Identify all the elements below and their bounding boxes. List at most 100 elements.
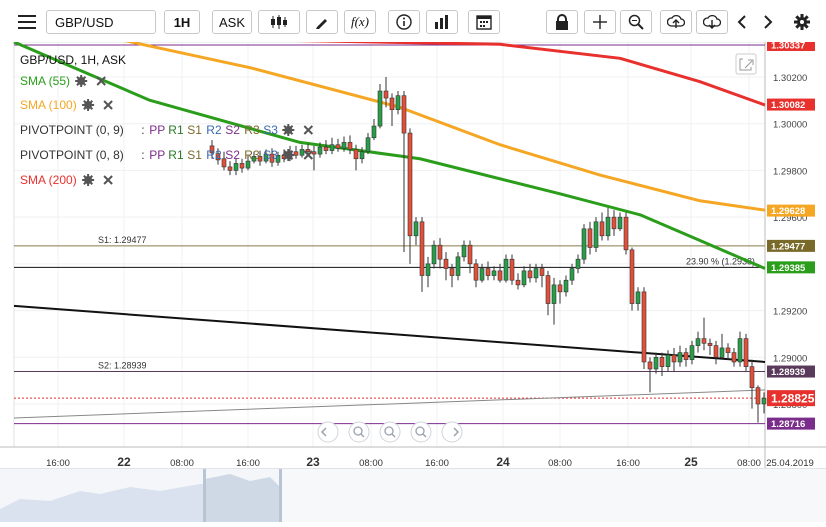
candle-body — [227, 166, 233, 171]
legend-level: R1 — [168, 123, 184, 137]
expand-button[interactable] — [735, 53, 757, 75]
legend-settings-icon — [282, 149, 295, 161]
scroll-right-button[interactable] — [756, 10, 780, 34]
navigator-right-handle[interactable] — [279, 469, 282, 522]
navigator-left-handle[interactable] — [203, 469, 206, 522]
legend-level: S1 — [187, 148, 202, 162]
candle-body — [737, 338, 743, 363]
candle-body — [503, 258, 509, 281]
upload-button[interactable] — [660, 10, 692, 34]
legend-separator: : — [141, 123, 144, 137]
candle-body — [461, 244, 467, 258]
candle-body — [701, 338, 707, 344]
menu-button[interactable] — [12, 10, 42, 34]
candle-body — [311, 151, 317, 155]
price-tag: 1.28825 — [771, 392, 815, 406]
candle-body — [575, 258, 581, 269]
gear-icon — [794, 14, 810, 30]
candle-body — [743, 338, 749, 367]
candle-body — [383, 90, 389, 99]
price-type-button[interactable]: ASK — [212, 10, 252, 34]
candle-body — [329, 144, 335, 151]
time-tick: 16:00 — [616, 458, 640, 468]
candle-body — [683, 352, 689, 360]
candle-body — [707, 342, 713, 346]
series-line — [13, 389, 766, 419]
candle-body — [527, 270, 533, 279]
series-line — [296, 42, 766, 107]
candle-body — [755, 387, 761, 405]
candle-body — [695, 338, 701, 346]
pencil-icon — [316, 19, 327, 29]
legend-indicator-label: SMA (100) — [20, 98, 77, 112]
price-tags: 1.30337 1.30082 1.29628 1.29477 1.29385 1.289… — [767, 42, 815, 430]
price-tick: 1.29200 — [773, 307, 807, 318]
candle-body — [569, 268, 575, 281]
download-button[interactable] — [696, 10, 728, 34]
time-tick: 25 — [684, 455, 698, 468]
info-button[interactable] — [388, 10, 420, 34]
settings-button[interactable] — [788, 10, 816, 34]
legend-level: S3 — [263, 123, 278, 137]
candle-body — [593, 221, 599, 248]
price-chart[interactable]: S1: 1.29477 S2: 1.28939 23.90 % (1.2938) 1… — [0, 42, 826, 468]
zoom-out-icon — [348, 421, 370, 443]
zoom-back-icon — [317, 421, 339, 443]
zoom-forward-icon — [441, 421, 463, 443]
legend-level: S3 — [263, 148, 278, 162]
navigator[interactable] — [0, 468, 826, 522]
candle-body — [251, 156, 257, 162]
candle-body — [653, 356, 659, 370]
legend-level: S2 — [225, 123, 240, 137]
legend-level: R3 — [244, 148, 260, 162]
volume-button[interactable] — [426, 10, 458, 34]
time-tick: 08:00 — [548, 458, 572, 468]
legend-title: GBP/USD, 1H, ASK — [20, 53, 126, 67]
candle-body — [341, 142, 347, 149]
price-tag: 1.30082 — [771, 100, 805, 111]
candle-body — [389, 97, 395, 110]
info-icon — [396, 14, 412, 30]
price-tick: 1.29600 — [773, 213, 807, 224]
chart-type-button[interactable] — [258, 10, 300, 34]
crosshair-button[interactable] — [584, 10, 616, 34]
price-tag-bg — [767, 98, 815, 111]
candle-body — [713, 345, 719, 358]
level-label: S2: 1.28939 — [98, 361, 147, 371]
fib-label: 23.90 % (1.2938) — [686, 256, 755, 266]
legend-level: S2 — [225, 148, 240, 162]
scroll-left-button[interactable] — [730, 10, 754, 34]
indicator-lines — [13, 42, 766, 419]
candle-body — [479, 268, 485, 281]
legend-settings-icon — [282, 124, 295, 136]
price-tag-bg — [767, 417, 815, 430]
candle-body — [449, 268, 455, 276]
candle-body — [515, 279, 521, 286]
legend-level: R3 — [244, 123, 260, 137]
candle-body — [641, 291, 647, 363]
candle-body — [323, 146, 329, 151]
candle-body — [215, 153, 221, 161]
candle-body — [293, 151, 299, 156]
zoom-button[interactable] — [620, 10, 652, 34]
time-axis: 16:00 22 08:00 16:00 23 08:00 16:00 24 08:00 16:0… — [46, 455, 814, 468]
candle-body — [605, 216, 611, 237]
candle-body — [209, 145, 215, 154]
candle-body — [401, 95, 407, 134]
price-tick: 1.30000 — [773, 120, 807, 131]
zoom-controls — [317, 421, 463, 443]
candle-body — [347, 142, 353, 150]
candle-body — [233, 163, 239, 171]
indicator-legend: GBP/USD, 1H, ASK SMA (55) SMA (100) PIVOTPO… — [20, 53, 314, 187]
price-tag: 1.29628 — [771, 206, 805, 217]
lock-button[interactable] — [546, 10, 578, 34]
indicators-button[interactable]: f(x) — [344, 10, 376, 34]
candle-body — [629, 249, 635, 304]
draw-button[interactable] — [306, 10, 338, 34]
series-line — [13, 42, 766, 270]
timeframe-button[interactable]: 1H — [164, 10, 200, 34]
candle-body — [647, 361, 653, 370]
price-tag: 1.30337 — [771, 42, 805, 52]
calendar-button[interactable] — [468, 10, 500, 34]
symbol-selector[interactable]: GBP/USD — [46, 10, 156, 34]
